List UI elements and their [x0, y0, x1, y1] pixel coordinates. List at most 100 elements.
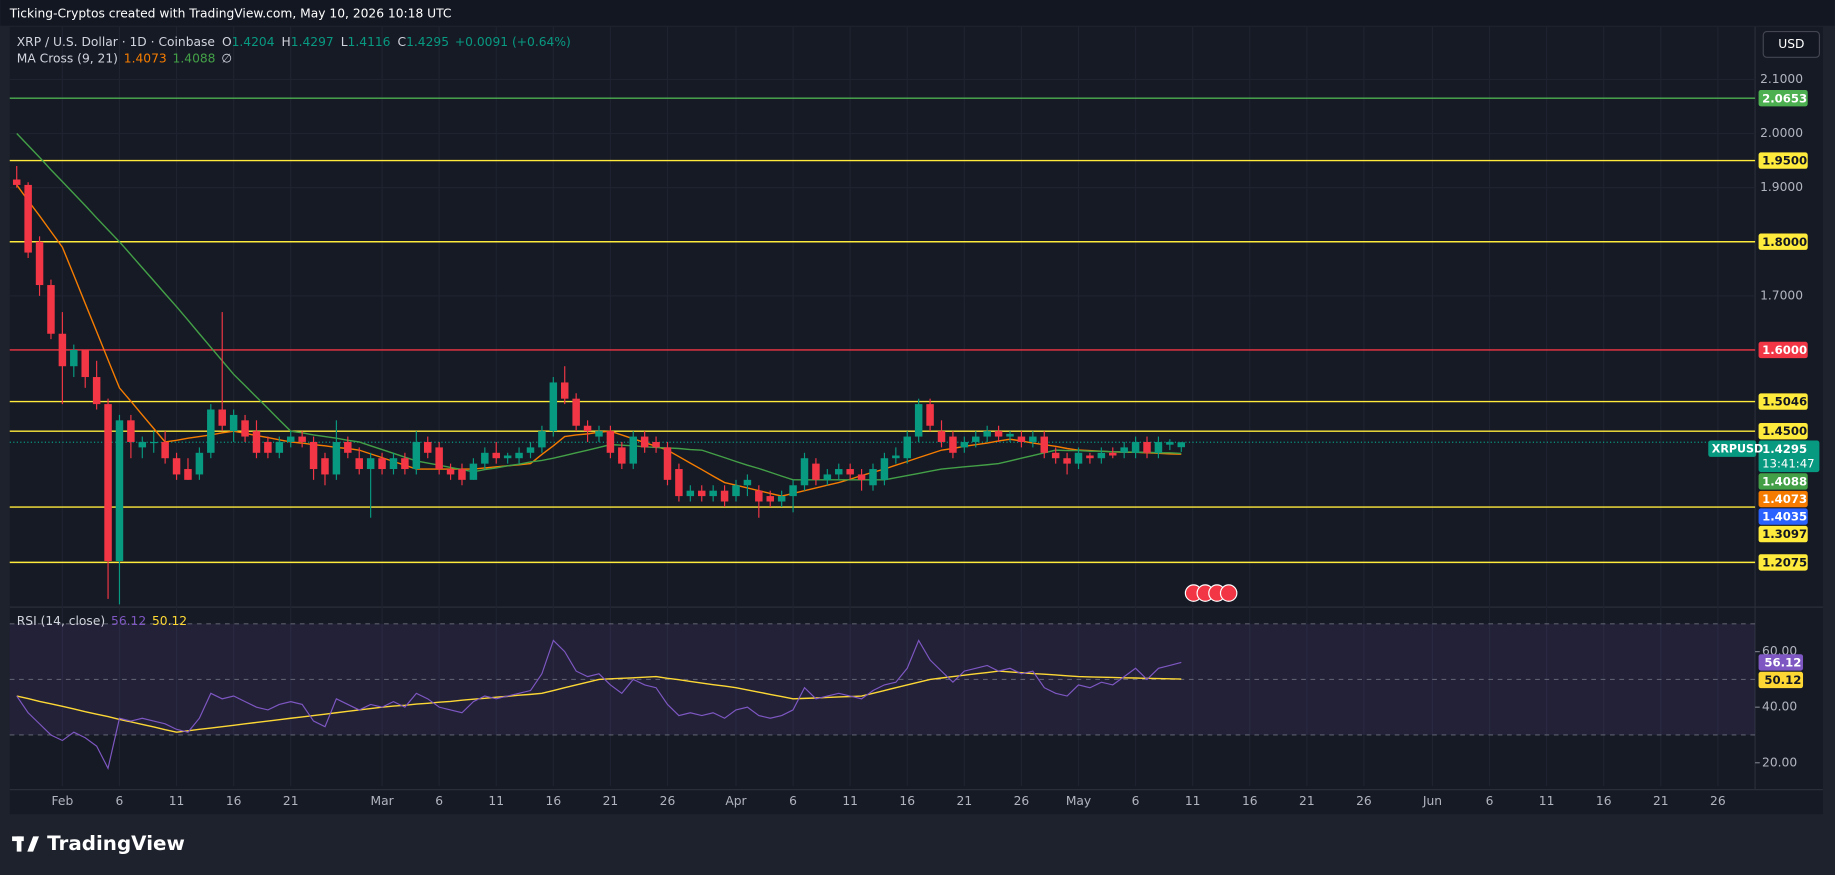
candle-body [994, 431, 1003, 437]
candle-body [1074, 452, 1083, 464]
candle-body [926, 404, 934, 426]
y-tick-label: 1.9000 [1760, 180, 1803, 194]
price-tag-label: 1.4500 [1762, 424, 1807, 438]
logo-text: TradingView [47, 832, 185, 855]
price-tag [1758, 440, 1820, 473]
candle-body [1154, 441, 1163, 453]
candle-body [229, 414, 238, 432]
symbol-legend: XRP / U.S. Dollar · 1D · Coinbase O1.4204… [17, 35, 571, 49]
candle-body [286, 436, 295, 442]
candle-body [675, 469, 683, 497]
candle-body [1051, 452, 1060, 459]
candle-body [47, 285, 55, 334]
x-tick-label: 26 [1356, 794, 1372, 808]
candle-body [686, 490, 695, 497]
rsi-tag-label: 56.12 [1764, 655, 1801, 669]
price-tag [1758, 473, 1808, 490]
top-bar [0, 0, 1835, 26]
candle-body [583, 425, 592, 432]
rsi-ma-line [16, 670, 1182, 733]
price-tag [1758, 508, 1808, 525]
candle-body [366, 458, 375, 470]
ohlc-letter: H [282, 35, 291, 49]
x-tick-label: 6 [435, 794, 443, 808]
candle-body [446, 469, 455, 475]
event-icon [1219, 584, 1238, 602]
candle-body [618, 447, 626, 464]
ma-line [16, 132, 1182, 481]
candle-body [481, 452, 489, 464]
candle-body [1006, 433, 1014, 437]
ohlc-letter: O [222, 35, 232, 49]
candle-body [389, 458, 398, 470]
ma-legend: MA Cross (9, 21) 1.4073 1.4088 ∅ [17, 51, 232, 65]
currency-button[interactable] [1762, 30, 1820, 58]
price-tag [1758, 152, 1808, 169]
ohlc-value: 1.4297 [291, 35, 334, 49]
candle-body [698, 490, 706, 497]
x-tick-label: 6 [116, 794, 124, 808]
x-tick-label: 6 [1486, 794, 1494, 808]
candle-body [1097, 452, 1106, 459]
x-tick-label: 16 [546, 794, 562, 808]
price-tag-label: 1.3097 [1762, 527, 1807, 541]
candle-body [903, 436, 911, 459]
price-tag-label: 1.4035 [1762, 510, 1807, 524]
candle-body [526, 447, 535, 453]
candle-body [70, 349, 78, 367]
candle-body [652, 441, 660, 448]
candle-body [492, 452, 500, 459]
candle-body [458, 469, 466, 480]
candle-body [914, 404, 923, 437]
rsi-value: 56.12 [111, 614, 146, 628]
price-tag [1758, 233, 1808, 250]
price-tag [1758, 393, 1808, 410]
logo-mark [27, 836, 39, 852]
candle-body [321, 458, 329, 475]
credit: Ticking-Cryptos created with TradingView… [9, 7, 452, 21]
x-tick-label: 16 [226, 794, 242, 808]
candle-body [823, 474, 832, 480]
price-tag-label: 1.4088 [1762, 475, 1807, 489]
symbol-tag [1708, 440, 1757, 457]
x-tick-label: 11 [488, 794, 504, 808]
candle-body [81, 349, 89, 378]
candle-body [355, 458, 363, 470]
candle-body [309, 441, 318, 470]
x-tick-label: 6 [1132, 794, 1140, 808]
x-tick-label: Mar [370, 794, 394, 808]
candle-body [378, 458, 386, 470]
currency-label: USD [1778, 37, 1804, 51]
ma-title: MA Cross (9, 21) [17, 51, 118, 65]
candle-body [218, 409, 226, 426]
candle-body [1177, 442, 1186, 448]
price-tag [1758, 490, 1808, 508]
x-tick-label: 26 [1014, 794, 1030, 808]
price-tag [1758, 525, 1808, 543]
candle-body [58, 333, 67, 367]
candle-body [880, 458, 889, 480]
rsi-tag-label: 50.12 [1764, 673, 1801, 687]
rsi-tag [1758, 671, 1804, 689]
rsi-title: RSI (14, close) [17, 614, 105, 628]
candle-body [344, 441, 352, 453]
candle-body [172, 458, 181, 475]
candle-body [1017, 436, 1026, 442]
x-tick-label: 16 [1242, 794, 1258, 808]
x-tick-label: 11 [1539, 794, 1555, 808]
candle-body [161, 441, 169, 459]
candle-body [960, 441, 969, 448]
x-tick-label: Jun [1422, 794, 1442, 808]
candle-body [640, 436, 649, 448]
candle-body [743, 479, 752, 486]
candle-body [663, 447, 672, 480]
candle-body [1063, 458, 1071, 464]
price-tag-label: 1.2075 [1762, 555, 1807, 569]
candle-body [629, 436, 637, 464]
candle-body [264, 441, 272, 453]
grid: Feb 6 11 16 21 Mar 6 11 16 21 26 Apr 6 11 16 21 26 May 6 11… [9, 26, 1803, 808]
candle-body [869, 469, 877, 486]
candle-body [241, 420, 249, 437]
change: +0.0091 (+0.64%) [455, 35, 571, 49]
logo-mark [16, 836, 22, 852]
